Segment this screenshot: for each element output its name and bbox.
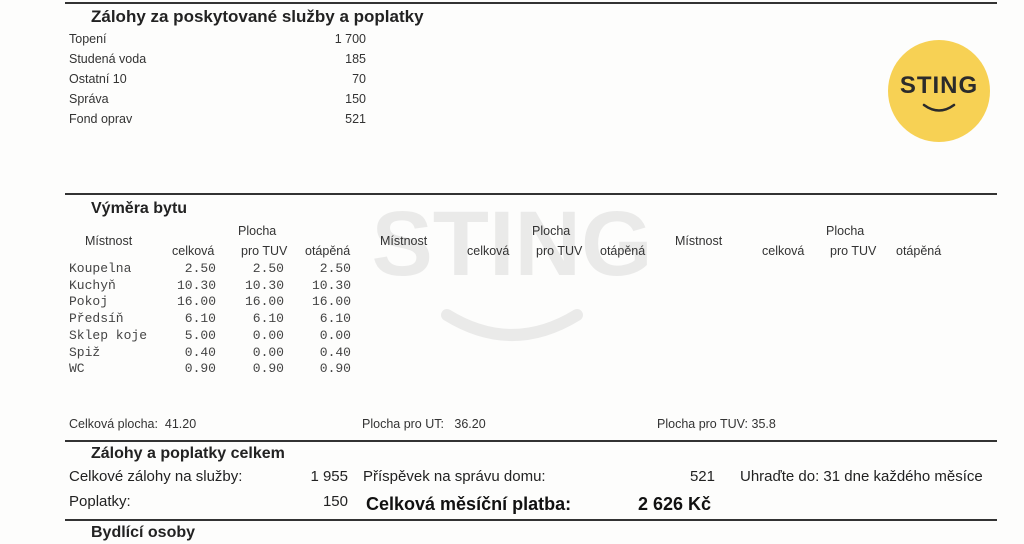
room-heated: 0.00 [319, 327, 351, 343]
service-label: Studená voda [69, 52, 147, 66]
room-name: Sklep koje [69, 327, 148, 343]
room-name: Předsíň [69, 311, 124, 327]
service-label: Topení [69, 32, 107, 46]
contribution-value: 521 [689, 468, 715, 485]
header-plocha: Plocha [238, 224, 277, 238]
area-title: Výměra bytu [91, 200, 188, 217]
room-tuv: 0.90 [252, 361, 284, 377]
divider [65, 440, 997, 442]
services-title: Zálohy za poskytované služby a poplatky [91, 7, 424, 26]
room-tuv: 0.00 [252, 327, 284, 343]
header-tuv: pro TUV [830, 244, 877, 258]
monthly-payment-label: Celková měsíční platba: [366, 494, 572, 514]
header-tuv: pro TUV [536, 244, 583, 258]
service-label: Fond oprav [69, 112, 133, 126]
divider [65, 519, 997, 521]
room-name: Spiž [69, 344, 101, 360]
room-total: 5.00 [184, 327, 216, 343]
total-area: Celková plocha: 41.20 [69, 417, 197, 431]
service-value: 150 [345, 92, 366, 106]
room-tuv: 10.30 [244, 277, 284, 293]
sting-logo: STING [888, 40, 990, 142]
header-room: Místnost [675, 234, 723, 248]
room-name: WC [69, 361, 85, 377]
header-room: Místnost [85, 234, 133, 248]
room-tuv: 6.10 [252, 311, 284, 327]
service-value: 1 700 [334, 32, 366, 46]
due-date: Uhraďte do: 31 dne každého měsíce [740, 468, 983, 485]
ut-area: Plocha pro UT: 36.20 [362, 417, 486, 431]
header-plocha: Plocha [532, 224, 571, 238]
room-total: 0.90 [184, 361, 216, 377]
room-name: Kuchyň [69, 277, 116, 293]
header-total: celková [172, 244, 215, 258]
header-heated: otápěná [600, 244, 646, 258]
residents-title: Bydlící osoby [91, 524, 196, 541]
service-value: 185 [345, 52, 366, 66]
services-total-label: Celkové zálohy na služby: [69, 468, 243, 485]
room-total: 10.30 [176, 277, 216, 293]
room-heated: 2.50 [319, 261, 351, 276]
smile-icon [922, 103, 956, 112]
tuv-area: Plocha pro TUV: 35.8 [657, 417, 776, 431]
service-value: 70 [352, 72, 366, 86]
svg-text:STING: STING [372, 195, 652, 295]
room-name: Pokoj [69, 294, 109, 310]
room-tuv: 2.50 [252, 261, 284, 276]
room-name: Koupelna [69, 261, 132, 276]
totals-title: Zálohy a poplatky celkem [91, 445, 285, 462]
service-label: Ostatní 10 [69, 72, 127, 86]
room-heated: 0.90 [319, 361, 351, 377]
header-room: Místnost [380, 234, 428, 248]
room-heated: 16.00 [311, 294, 351, 310]
header-tuv: pro TUV [241, 244, 288, 258]
fees-value: 150 [322, 493, 348, 510]
header-total: celková [762, 244, 805, 258]
watermark-logo: STING [372, 195, 652, 341]
header-heated: otápěná [896, 244, 942, 258]
room-heated: 0.40 [319, 344, 351, 360]
header-heated: otápěná [305, 244, 351, 258]
divider [65, 193, 997, 195]
contribution-label: Příspěvek na správu domu: [363, 468, 546, 485]
room-total: 2.50 [184, 261, 216, 276]
room-tuv: 0.00 [252, 344, 284, 360]
header-plocha: Plocha [826, 224, 865, 238]
room-total: 0.40 [184, 344, 216, 360]
room-total: 6.10 [184, 311, 216, 327]
divider [65, 2, 997, 4]
fees-label: Poplatky: [69, 493, 131, 510]
services-total-value: 1 955 [310, 468, 348, 485]
header-total: celková [467, 244, 510, 258]
service-value: 521 [345, 112, 366, 126]
logo-text: STING [899, 72, 979, 99]
monthly-payment-value: 2 626 Kč [638, 494, 712, 514]
room-tuv: 16.00 [244, 294, 284, 310]
room-heated: 10.30 [311, 277, 351, 293]
room-total: 16.00 [176, 294, 216, 310]
service-label: Správa [69, 92, 109, 106]
room-heated: 6.10 [319, 311, 351, 327]
